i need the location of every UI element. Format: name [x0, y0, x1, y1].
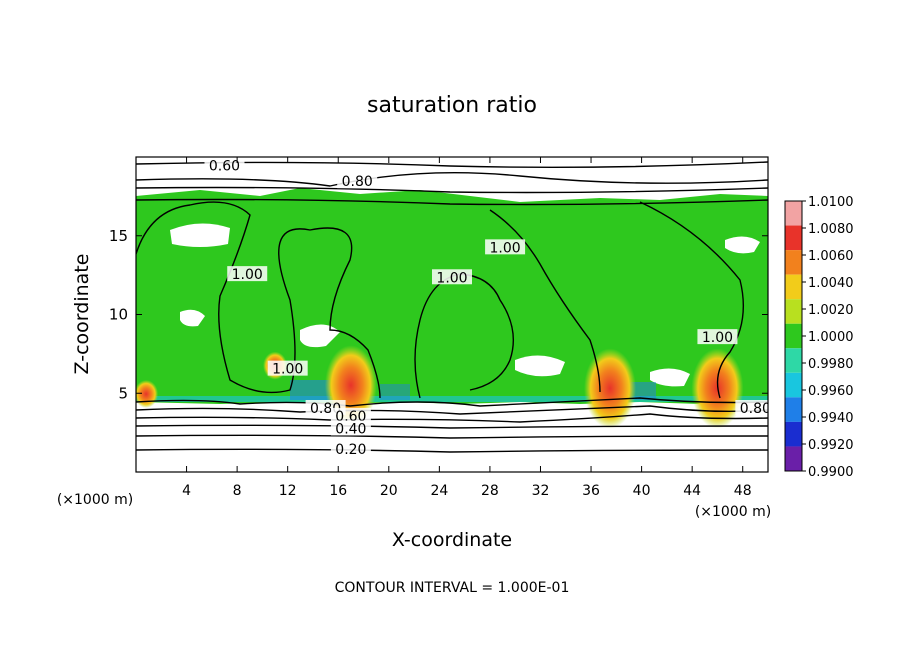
x-tick-label: 32 [532, 483, 550, 499]
contour-label: 1.00 [702, 330, 733, 346]
colorbar: 1.0100 1.0080 1.0060 1.0040 1.0020 1.0000 0.99… [784, 195, 854, 480]
contour-label: 0.60 [209, 158, 240, 174]
colorbar-label: 1.0020 [808, 303, 854, 318]
x-tick-label: 48 [734, 483, 752, 499]
x-tick-label: 36 [582, 483, 600, 499]
colorbar-segment [785, 348, 802, 373]
contour-label-bg [330, 420, 371, 436]
dry-patches [170, 223, 760, 387]
y-axis-label: Z-coordinate [71, 254, 93, 375]
colorbar-label: 1.0060 [808, 249, 854, 264]
colorbar-segment [785, 250, 802, 275]
colorbar-segment [785, 446, 802, 471]
colorbar-segment [785, 274, 802, 300]
contour-label: 1.00 [272, 362, 303, 378]
colorbar-segment [785, 372, 802, 398]
colorbar-label: 1.0080 [808, 222, 854, 237]
x-tick-label: 4 [182, 483, 191, 499]
contour-labels: 0.600.801.00 1.001.001.001.000.800.600.40… [204, 157, 771, 458]
colorbar-label: 1.0040 [808, 276, 854, 291]
colorbar-segment [785, 421, 802, 447]
x-axis-label: X-coordinate [392, 529, 512, 551]
contour-label: 1.00 [232, 267, 263, 283]
colorbar-label: 0.9980 [808, 357, 854, 372]
contour-label: 0.80 [342, 174, 373, 190]
subsaturated-edges [136, 380, 768, 402]
contour-label: 0.20 [335, 442, 366, 458]
contour-label-bg [330, 407, 371, 423]
contour-interval-text: CONTOUR INTERVAL = 1.000E-01 [335, 580, 570, 596]
x-axis-ticks: 4 8 12 16 20 24 28 32 36 40 44 48 [182, 157, 752, 499]
colorbar-segment [785, 299, 802, 324]
contour-label: 0.40 [335, 421, 366, 437]
y-axis-ticks: 5 10 15 [109, 227, 768, 402]
y-tick-label: 15 [109, 227, 128, 245]
plot-area: 0.600.801.00 1.001.001.001.000.800.600.40… [136, 157, 771, 472]
x-tick-label: 24 [430, 483, 448, 499]
colorbar-label: 0.9920 [808, 438, 854, 453]
contour-lines [136, 161, 768, 453]
contour-label-bg [227, 266, 268, 282]
x-tick-label: 16 [329, 483, 347, 499]
x-tick-label: 20 [380, 483, 398, 499]
colorbar-segment [785, 201, 802, 226]
colorbar-label: 1.0000 [808, 330, 854, 345]
contour-label: 0.80 [740, 401, 771, 417]
x-tick-label: 12 [279, 483, 297, 499]
colorbar-segment [785, 397, 802, 422]
colorbar-label: 0.9960 [808, 384, 854, 399]
contour-label-bg [697, 329, 738, 345]
contour-label-bg [485, 239, 526, 255]
contour-label: 1.00 [490, 240, 521, 256]
x-tick-label: 8 [233, 483, 242, 499]
colorbar-label: 0.9940 [808, 411, 854, 426]
y-tick-label: 10 [109, 306, 128, 324]
y-unit-label: (×1000 m) [57, 492, 133, 508]
x-tick-label: 44 [683, 483, 701, 499]
contour-label-bg [204, 157, 245, 173]
x-tick-label: 40 [633, 483, 651, 499]
contour-label-bg [735, 400, 768, 415]
colorbar-segment [785, 323, 802, 349]
contour-label: 1.00 [436, 270, 467, 286]
y-tick-label: 5 [118, 384, 128, 402]
colorbar-label: 1.0100 [808, 195, 854, 210]
colorbar-segment [785, 225, 802, 251]
contour-label-bg [267, 360, 308, 376]
hotspot [136, 379, 159, 408]
x-unit-label: (×1000 m) [695, 504, 771, 520]
colorbar-label: 0.9900 [808, 465, 854, 480]
contour-label-bg [337, 173, 378, 189]
contour-label-bg [432, 269, 472, 285]
x-tick-label: 28 [481, 483, 499, 499]
chart-title: saturation ratio [367, 93, 537, 118]
contour-label-bg [330, 440, 371, 456]
